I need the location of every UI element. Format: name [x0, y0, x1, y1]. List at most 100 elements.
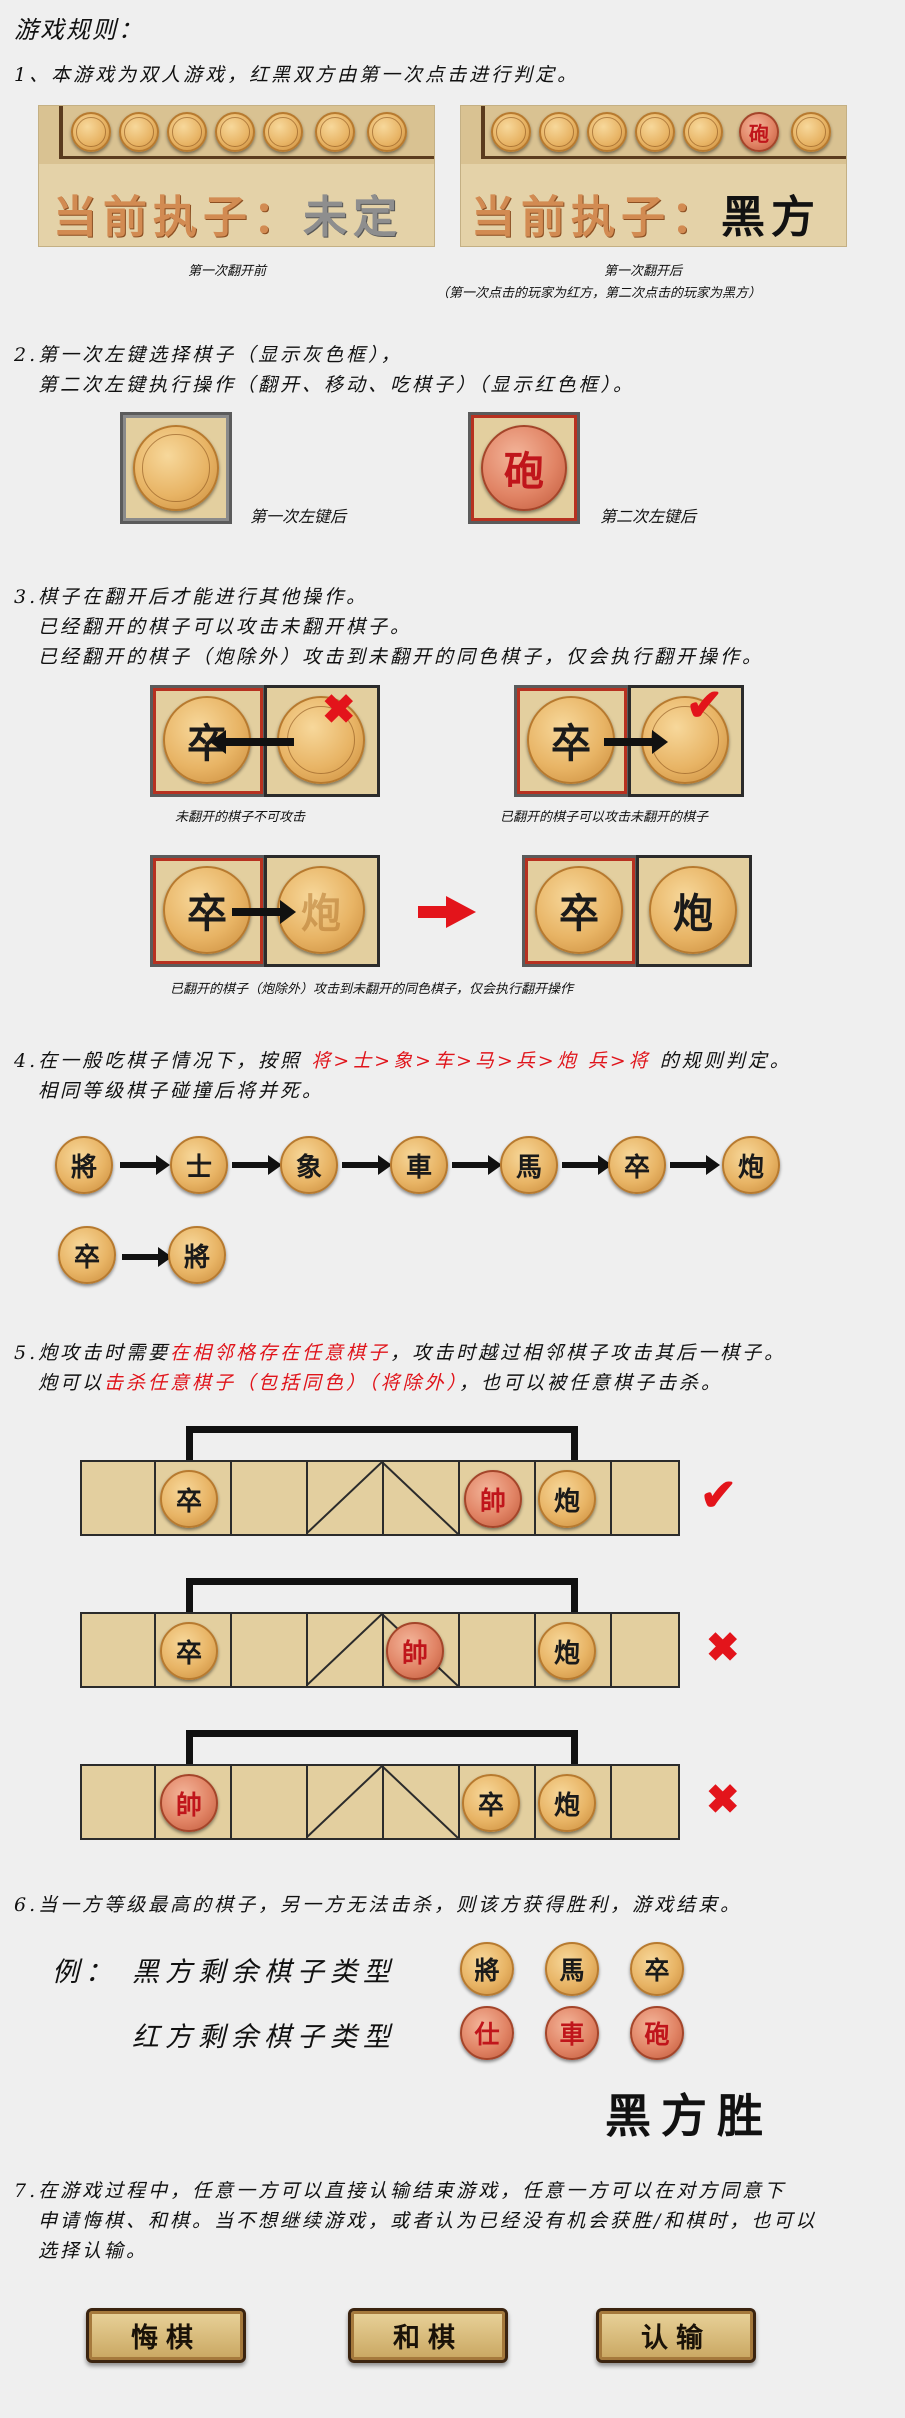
hidden-piece	[71, 112, 111, 152]
current-player-value: 未定	[303, 192, 403, 243]
hidden-piece	[263, 112, 303, 152]
cross-icon: ✖	[322, 686, 356, 733]
caption-after-flip: 第一次翻开后	[604, 264, 683, 279]
red-marshal-piece: 帥	[386, 1622, 444, 1680]
current-player-label: 当前执子：	[53, 192, 303, 243]
rule3-line3: 已经翻开的棋子（炮除外）攻击到未翻开的同色棋子，仅会执行翻开操作。	[38, 646, 765, 668]
rule1-text: 1、本游戏为双人游戏，红黑双方由第一次点击进行判定。	[14, 64, 580, 86]
resign-button[interactable]: 认输	[596, 2308, 756, 2363]
arrow-icon	[122, 1247, 172, 1267]
caption-first-click: 第一次左键后	[250, 507, 347, 526]
cannon-piece: 炮	[649, 866, 737, 954]
arrow-icon	[342, 1155, 392, 1175]
current-player-label: 当前执子：	[471, 192, 721, 243]
soldier-piece: 卒	[527, 696, 615, 784]
general-piece: 將	[460, 1942, 514, 1996]
example-c-result-left-tile: 卒	[522, 855, 638, 967]
red-remaining-label: 红方剩余棋子类型	[132, 2022, 396, 2053]
palace-lines	[306, 1462, 458, 1534]
cannon-piece: 炮	[538, 1622, 596, 1680]
soldier-piece: 卒	[462, 1774, 520, 1832]
advisor-piece: 士	[170, 1136, 228, 1194]
rule7-line1: 7.在游戏过程中，任意一方可以直接认输结束游戏，任意一方可以在对方同意下	[14, 2180, 787, 2202]
revealed-cannon-piece: 砲	[739, 112, 779, 152]
rule7-line3: 选择认输。	[38, 2240, 149, 2262]
revealed-cannon-piece: 砲	[481, 425, 567, 511]
example-c-result-right-tile: 炮	[636, 855, 752, 967]
rule4-suffix: 的规则判定。	[659, 1050, 792, 1072]
soldier-piece: 卒	[58, 1226, 116, 1284]
attack-arrow	[232, 900, 296, 924]
board-panel-after: 砲 当前执子：黑方	[460, 105, 847, 247]
selected-tile-grey	[120, 412, 232, 524]
rule5-l1-red: 在相邻格存在任意棋子	[170, 1342, 391, 1364]
current-player-value: 黑方	[721, 192, 821, 243]
red-advisor-piece: 仕	[460, 2006, 514, 2060]
cannon-piece: 炮	[722, 1136, 780, 1194]
caption-before-flip: 第一次翻开前	[188, 264, 267, 279]
chariot-piece: 車	[390, 1136, 448, 1194]
rule4-line2: 相同等级棋子碰撞后将并死。	[38, 1080, 325, 1102]
black-remaining-label: 黑方剩余棋子类型	[132, 1957, 396, 1988]
horse-piece: 馬	[500, 1136, 558, 1194]
page-title: 游戏规则：	[14, 16, 144, 44]
hidden-piece	[587, 112, 627, 152]
rule3-line2: 已经翻开的棋子可以攻击未翻开棋子。	[38, 616, 413, 638]
elephant-piece: 象	[280, 1136, 338, 1194]
hidden-piece	[119, 112, 159, 152]
soldier-piece: 卒	[163, 866, 251, 954]
rule2-line1: 2.第一次左键选择棋子（显示灰色框），	[14, 344, 403, 366]
hidden-piece	[167, 112, 207, 152]
rule6-text: 6.当一方等级最高的棋子，另一方无法击杀，则该方获得胜利，游戏结束。	[14, 1894, 743, 1916]
red-marshal-piece: 帥	[160, 1774, 218, 1832]
rule5-l2b: ，也可以被任意棋子击杀。	[459, 1372, 724, 1394]
rule5-l1a: 5.炮攻击时需要	[14, 1342, 171, 1364]
rule5-l2-red: 击杀任意棋子（包括同色）（将除外）	[104, 1372, 460, 1394]
soldier-piece: 卒	[630, 1942, 684, 1996]
general-piece: 將	[55, 1136, 113, 1194]
red-chariot-piece: 車	[545, 2006, 599, 2060]
undo-button[interactable]: 悔棋	[86, 2308, 246, 2363]
hidden-piece	[367, 112, 407, 152]
hidden-piece	[635, 112, 675, 152]
palace-lines	[306, 1766, 458, 1838]
rule3-line1: 3.棋子在翻开后才能进行其他操作。	[14, 586, 369, 608]
rule2-line2: 第二次左键执行操作（翻开、移动、吃棋子）（显示红色框）。	[38, 374, 636, 396]
draw-button[interactable]: 和棋	[348, 2308, 508, 2363]
attack-arrow	[604, 730, 668, 754]
example-label: 例：	[52, 1957, 118, 1988]
hidden-piece	[539, 112, 579, 152]
attack-arrow	[210, 730, 294, 754]
caption-example-c: 已翻开的棋子（炮除外）攻击到未翻开的同色棋子，仅会执行翻开操作	[170, 982, 574, 997]
soldier-piece: 卒	[160, 1470, 218, 1528]
hidden-piece	[791, 112, 831, 152]
example-b-right-tile	[628, 685, 744, 797]
rule4-prefix: 4.在一般吃棋子情况下，按照	[14, 1050, 303, 1072]
red-arrow-icon	[446, 896, 476, 928]
hidden-piece	[215, 112, 255, 152]
hidden-piece	[315, 112, 355, 152]
hidden-piece	[683, 112, 723, 152]
arrow-icon	[670, 1155, 720, 1175]
caption-example-b: 已翻开的棋子可以攻击未翻开的棋子	[500, 810, 709, 825]
check-icon: ✔	[686, 680, 723, 731]
red-arrow-shaft	[418, 906, 448, 918]
caption-after-flip-note: （第一次点击的玩家为红方，第二次点击的玩家为黑方）	[436, 286, 762, 301]
arrow-icon	[120, 1155, 170, 1175]
general-piece: 將	[168, 1226, 226, 1284]
soldier-piece: 卒	[535, 866, 623, 954]
cross-icon: ✖	[706, 1776, 740, 1823]
caption-example-a: 未翻开的棋子不可攻击	[175, 810, 306, 825]
soldier-piece: 卒	[160, 1622, 218, 1680]
arrow-icon	[232, 1155, 282, 1175]
winner-text: 黑方胜	[605, 2089, 773, 2143]
arrow-icon	[562, 1155, 612, 1175]
hidden-piece	[491, 112, 531, 152]
soldier-piece: 卒	[608, 1136, 666, 1194]
hidden-piece	[133, 425, 219, 511]
cross-icon: ✖	[706, 1624, 740, 1671]
rule7-line2: 申请悔棋、和棋。当不想继续游戏，或者认为已经没有机会获胜/和棋时，也可以	[38, 2210, 818, 2232]
rank-order-text: 将>士>象>车>马>兵>炮 兵>将	[311, 1050, 651, 1072]
rule5-l1b: ，攻击时越过相邻棋子攻击其后一棋子。	[390, 1342, 787, 1364]
rule5-l2a: 炮可以	[38, 1372, 105, 1394]
